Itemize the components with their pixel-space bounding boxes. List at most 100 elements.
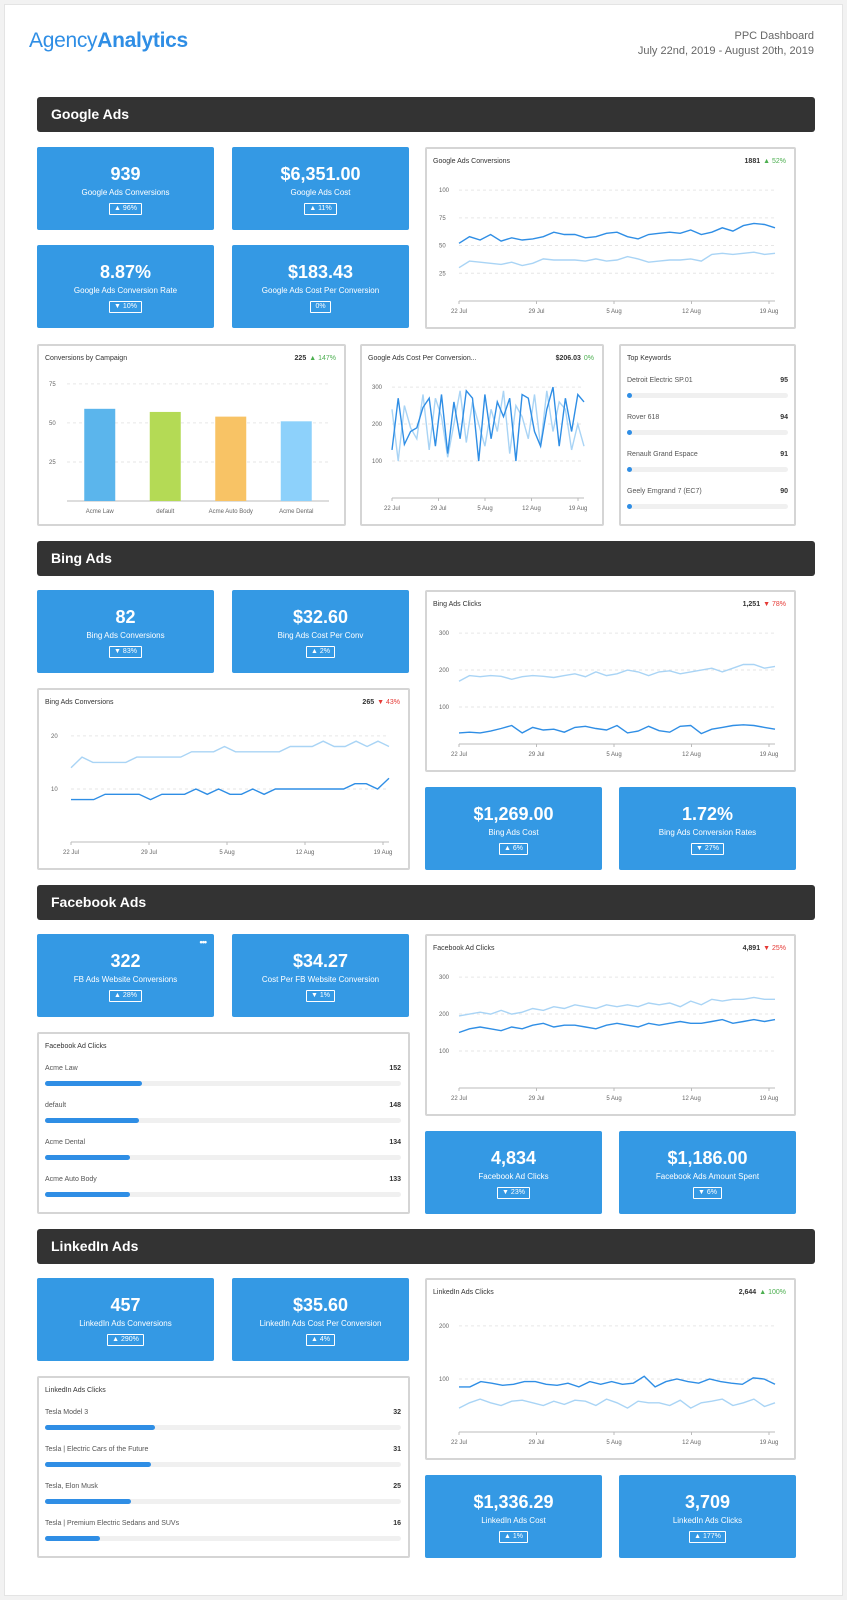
kpi-label: LinkedIn Ads Conversions	[79, 1319, 172, 1328]
x-tick-label: 19 Aug	[374, 850, 393, 856]
card-title: LinkedIn Ads Clicks	[433, 1289, 494, 1296]
kpi-value: 4,834	[490, 1148, 537, 1168]
campaign-row: Tesla | Electric Cars of the Future 31	[45, 1446, 401, 1468]
card-total: 265 ▼ 43%	[362, 699, 400, 706]
y-tick-label: 300	[372, 385, 383, 391]
kpi-linkedin-ads-clicks[interactable]: 3,709 LinkedIn Ads Clicks ▲ 177%	[619, 1475, 796, 1558]
x-tick-label: 29 Jul	[528, 752, 544, 758]
keyword-track	[627, 467, 788, 472]
line-chart-google-ads-cost-per-conversion: 100 200 300 22 Jul 29 Jul 5 Aug 12 Aug 19 Aug	[372, 385, 587, 512]
agency-analytics-logo[interactable]: AgencyAnalytics	[29, 29, 188, 52]
y-tick-label: 200	[439, 1012, 450, 1018]
x-tick-label: 12 Aug	[296, 850, 315, 856]
kpi-bing-ads-cost-per-conv[interactable]: $32.60 Bing Ads Cost Per Conv ▲ 2%	[232, 590, 409, 673]
card-title: LinkedIn Ads Clicks	[45, 1387, 106, 1394]
kpi-change-badge: 0%	[310, 301, 331, 313]
bar	[84, 408, 116, 501]
kpi-label: Bing Ads Cost Per Conv	[277, 631, 364, 640]
kpi-google-ads-conversion-rate[interactable]: 8.87% Google Ads Conversion Rate ▼ 10%	[37, 245, 214, 328]
card-title: Facebook Ad Clicks	[45, 1043, 107, 1050]
section-header-bing-ads: Bing Ads	[37, 541, 815, 576]
keyword-track	[627, 504, 788, 509]
kpi-change-badge: ▲ 4%	[306, 1334, 335, 1346]
change-indicator: ▼ 43%	[377, 699, 400, 706]
kpi-google-ads-cost-per-conversion[interactable]: $183.43 Google Ads Cost Per Conversion 0…	[232, 245, 409, 328]
campaign-row: Acme Auto Body 133	[45, 1176, 401, 1198]
x-tick-label: 5 Aug	[477, 506, 492, 512]
kpi-change-badge: ▲ 2%	[306, 646, 335, 658]
kpi-change-badge: ▲ 6%	[499, 843, 528, 855]
series-line-current	[458, 222, 776, 244]
card-linkedin-ads-clicks-by-campaign[interactable]: LinkedIn Ads Clicks Tesla Model 3 32 Tesla…	[37, 1376, 410, 1558]
y-tick-label: 75	[439, 216, 446, 222]
y-tick-label: 25	[439, 271, 446, 277]
line-chart-bing-ads-clicks: 100 200 300 22 Jul 29 Jul 5 Aug 12 Aug 19 Aug	[439, 631, 778, 758]
kpi-linkedin-ads-cost-per-conversion[interactable]: $35.60 LinkedIn Ads Cost Per Conversion …	[232, 1278, 409, 1361]
x-tick-label: 12 Aug	[682, 1440, 701, 1446]
card-top-keywords[interactable]: Top Keywords Detroit Electric SP.01 95 Rov…	[619, 344, 796, 526]
campaign-bar-fill	[45, 1155, 131, 1160]
card-title: Top Keywords	[627, 355, 671, 362]
keyword-value: 95	[780, 377, 788, 384]
kpi-facebook-ad-clicks[interactable]: 4,834 Facebook Ad Clicks ▼ 23%	[425, 1131, 602, 1214]
chart-card-linkedin-ads-clicks[interactable]: LinkedIn Ads Clicks 2,644 ▲ 100% 100 200 22…	[425, 1278, 796, 1460]
kpi-bing-ads-conversions[interactable]: 82 Bing Ads Conversions ▼ 83%	[37, 590, 214, 673]
x-tick-label: 29 Jul	[141, 850, 157, 856]
series-line-current	[459, 1375, 776, 1388]
kpi-cost-per-fb-website-conversion[interactable]: $34.27 Cost Per FB Website Conversion ▼ …	[232, 934, 409, 1017]
x-tick-label: 12 Aug	[682, 752, 701, 758]
x-tick-label: 19 Aug	[760, 1440, 779, 1446]
kpi-change-badge: ▲ 28%	[109, 990, 142, 1002]
campaign-track	[45, 1462, 401, 1467]
campaign-bar-fill	[45, 1192, 130, 1197]
line-chart-facebook-ad-clicks: 100 200 300 22 Jul 29 Jul 5 Aug 12 Aug 19 Aug	[439, 975, 778, 1102]
kpi-fb-ads-website-conversions[interactable]: ••• 322 FB Ads Website Conversions ▲ 28%	[37, 934, 214, 1017]
kpi-value: 3,709	[684, 1492, 731, 1512]
chart-card-facebook-ad-clicks[interactable]: Facebook Ad Clicks 4,891 ▼ 25% 100 200 300 2…	[425, 934, 796, 1116]
chart-card-conversions-by-campaign[interactable]: Conversions by Campaign 225 ▲ 147% 25 50 75…	[37, 344, 346, 526]
kpi-label: LinkedIn Ads Cost Per Conversion	[259, 1319, 382, 1328]
kpi-facebook-ads-amount-spent[interactable]: $1,186.00 Facebook Ads Amount Spent ▼ 6%	[619, 1131, 796, 1214]
kpi-bing-ads-cost[interactable]: $1,269.00 Bing Ads Cost ▲ 6%	[425, 787, 602, 870]
kpi-value: $1,186.00	[667, 1148, 748, 1168]
x-tick-label: 12 Aug	[522, 506, 541, 512]
card-title: Google Ads Cost Per Conversion...	[368, 355, 477, 362]
card-total: 4,891 ▼ 25%	[742, 945, 786, 952]
card-facebook-ad-clicks-by-campaign[interactable]: Facebook Ad Clicks Acme Law 152 default 148…	[37, 1032, 410, 1214]
bar	[215, 416, 247, 501]
kpi-linkedin-ads-cost[interactable]: $1,336.29 LinkedIn Ads Cost ▲ 1%	[425, 1475, 602, 1558]
series-line-previous	[70, 740, 390, 769]
chart-card-google-ads-conversions[interactable]: Google Ads Conversions 1881 ▲ 52% 25 50 75 1…	[425, 147, 796, 329]
keyword-marker	[627, 393, 632, 398]
kpi-value: 82	[115, 607, 136, 627]
line-chart-bing-ads-conversions: 10 20 22 Jul 29 Jul 5 Aug 12 Aug 19 Aug	[51, 734, 393, 856]
keyword-name: Renault Grand Espace	[627, 451, 698, 458]
kpi-bing-ads-conversion-rates[interactable]: 1.72% Bing Ads Conversion Rates ▼ 27%	[619, 787, 796, 870]
chart-card-bing-ads-clicks[interactable]: Bing Ads Clicks 1,251 ▼ 78% 100 200 300 22 J…	[425, 590, 796, 772]
x-tick-label: 5 Aug	[606, 1096, 621, 1102]
keyword-row: Detroit Electric SP.01 95	[627, 377, 788, 399]
kpi-change-badge: ▲ 1%	[499, 1531, 528, 1543]
more-options-icon[interactable]: •••	[199, 937, 208, 947]
campaign-row: Acme Law 152	[45, 1065, 401, 1087]
series-line-previous	[391, 390, 585, 462]
kpi-google-ads-cost[interactable]: $6,351.00 Google Ads Cost ▲ 11%	[232, 147, 409, 230]
change-indicator: ▲ 52%	[763, 158, 786, 165]
change-indicator: ▲ 147%	[309, 355, 336, 362]
x-tick-label: 22 Jul	[451, 309, 467, 315]
kpi-google-ads-conversions[interactable]: 939 Google Ads Conversions ▲ 96%	[37, 147, 214, 230]
y-tick-label: 100	[439, 1049, 450, 1055]
section-header-google-ads: Google Ads	[37, 97, 815, 132]
chart-card-google-ads-cost-per-conversion[interactable]: Google Ads Cost Per Conversion... $206.0…	[360, 344, 604, 526]
campaign-name: Tesla | Premium Electric Sedans and SUVs	[45, 1520, 180, 1527]
kpi-linkedin-ads-conversions[interactable]: 457 LinkedIn Ads Conversions ▲ 290%	[37, 1278, 214, 1361]
report-date-range: July 22nd, 2019 - August 20th, 2019	[637, 45, 814, 57]
chart-card-bing-ads-conversions[interactable]: Bing Ads Conversions 265 ▼ 43% 10 20 22 Jul…	[37, 688, 410, 870]
kpi-label: Google Ads Conversion Rate	[73, 286, 178, 295]
kpi-label: Facebook Ad Clicks	[478, 1172, 549, 1181]
campaign-value: 133	[389, 1176, 401, 1183]
campaign-bar-fill	[45, 1425, 155, 1430]
kpi-label: LinkedIn Ads Clicks	[672, 1516, 743, 1525]
kpi-value: $183.43	[287, 262, 354, 282]
campaign-row: Tesla, Elon Musk 25	[45, 1483, 401, 1505]
